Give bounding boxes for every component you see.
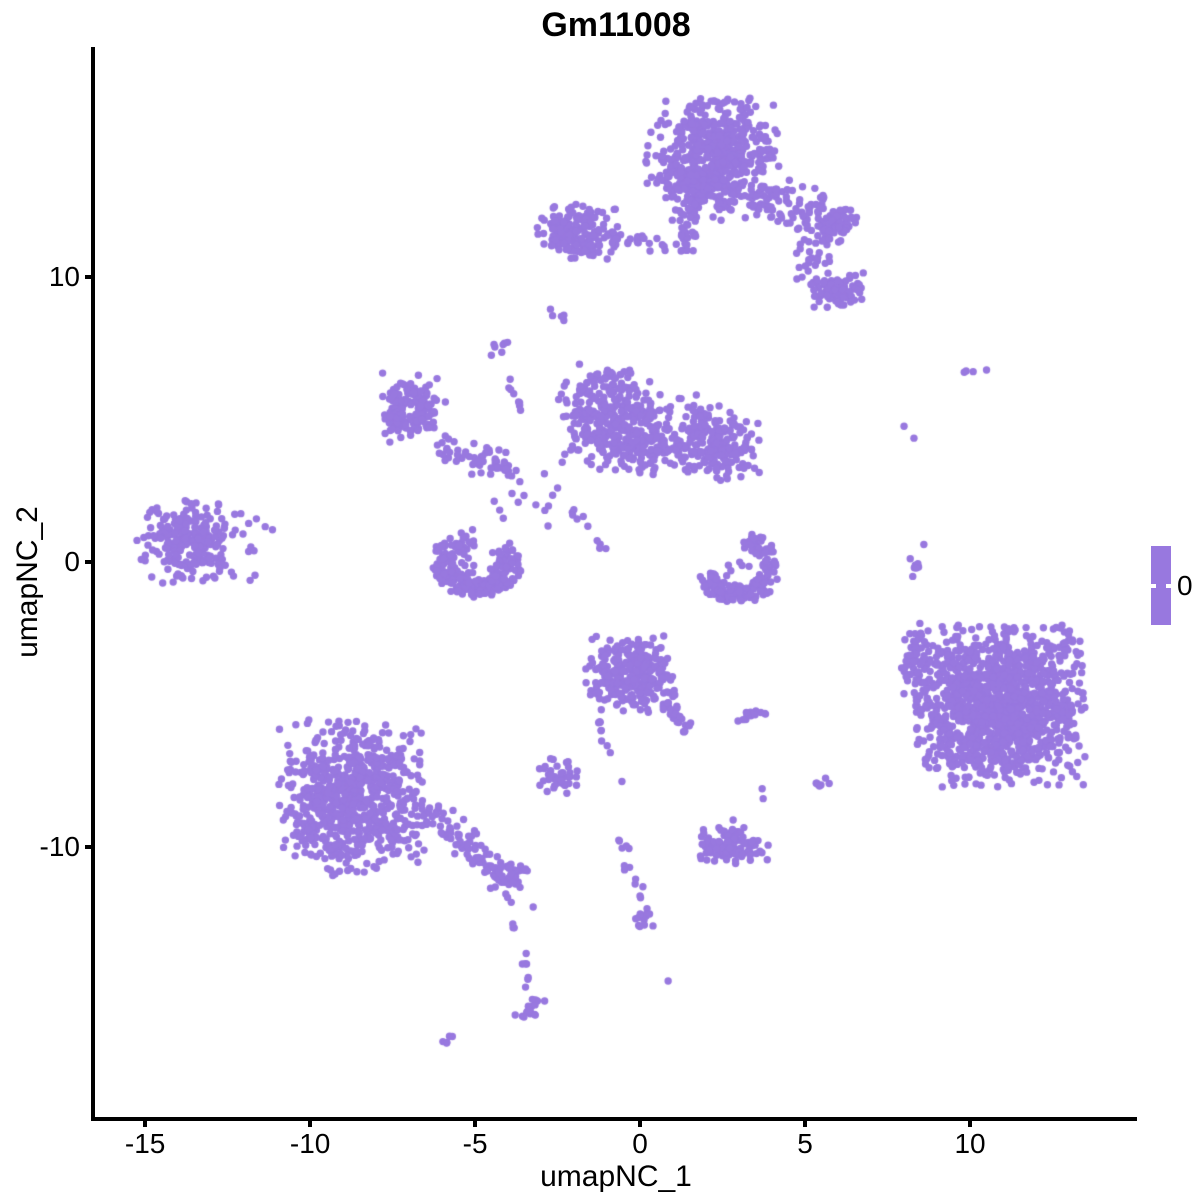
legend-label: 0 <box>1177 570 1193 601</box>
x-tick-label: 5 <box>797 1128 813 1159</box>
x-tick-mark <box>638 1117 643 1127</box>
x-tick-label: -15 <box>124 1128 166 1159</box>
y-axis-line <box>91 47 95 1121</box>
x-tick-mark <box>308 1117 313 1127</box>
x-tick-mark <box>473 1117 478 1127</box>
legend-tick-left <box>1151 584 1156 588</box>
legend-tick-right <box>1166 584 1171 588</box>
x-tick-label: 0 <box>632 1128 648 1159</box>
x-axis-title: umapNC_1 <box>540 1160 692 1193</box>
x-tick-label: -10 <box>289 1128 331 1159</box>
y-tick-mark <box>85 845 95 850</box>
y-tick-mark <box>85 560 95 565</box>
legend-color-bar <box>1151 546 1171 625</box>
x-tick-label: -5 <box>462 1128 488 1159</box>
y-axis-title: umapNC_2 <box>11 506 44 658</box>
x-tick-mark <box>803 1117 808 1127</box>
x-tick-mark <box>968 1117 973 1127</box>
y-tick-mark <box>85 275 95 280</box>
y-tick-label: 0 <box>64 546 80 578</box>
y-tick-label: -10 <box>39 831 80 863</box>
x-axis-line <box>91 1117 1137 1121</box>
x-tick-mark <box>143 1117 148 1127</box>
y-tick-label: 10 <box>48 261 80 293</box>
x-tick-label: 10 <box>954 1128 986 1159</box>
